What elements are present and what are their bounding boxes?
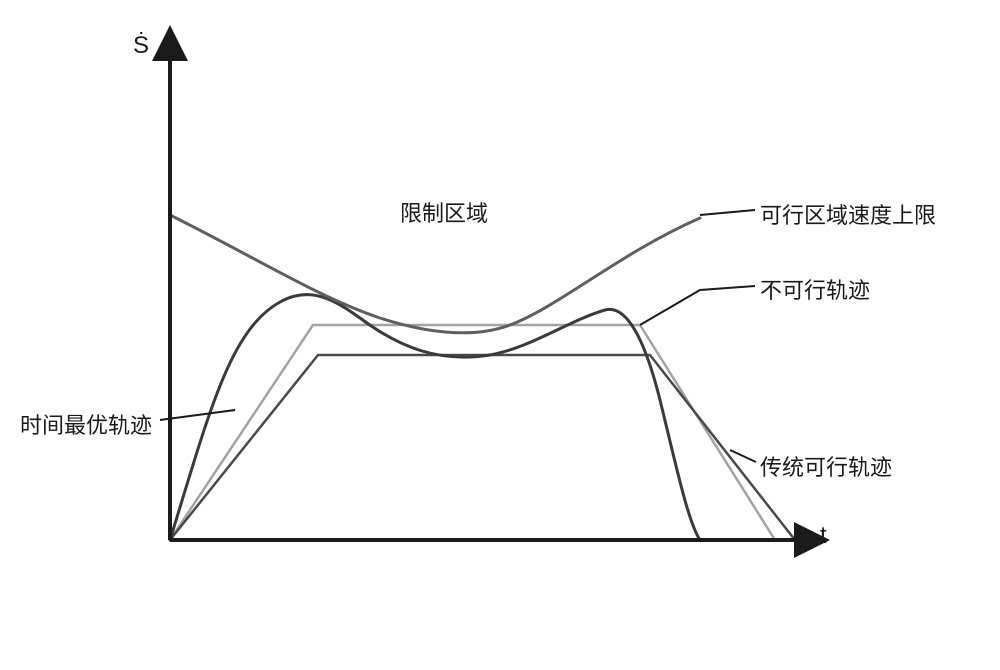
optimal-label: 时间最优轨迹 xyxy=(20,408,152,440)
region-label: 限制区域 xyxy=(400,196,488,228)
y-axis-label: Ṡ xyxy=(133,32,149,60)
feasible-label: 传统可行轨迹 xyxy=(760,450,892,482)
diagram-canvas: Ṡ t 限制区域 可行区域速度上限 不可行轨迹 时间最优轨迹 传统可行轨迹 xyxy=(0,0,1000,670)
infeasible-label: 不可行轨迹 xyxy=(760,273,870,305)
diagram-svg xyxy=(0,0,1000,670)
upper-limit-label: 可行区域速度上限 xyxy=(760,198,936,230)
upper-limit-curve xyxy=(170,215,700,333)
feasible-trajectory xyxy=(170,355,795,540)
x-axis-label: t xyxy=(820,522,827,550)
